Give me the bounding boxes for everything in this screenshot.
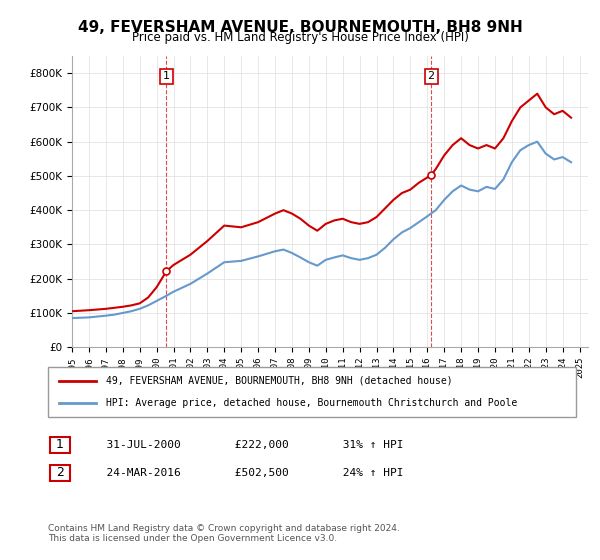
- Text: 2: 2: [428, 71, 435, 81]
- Text: HPI: Average price, detached house, Bournemouth Christchurch and Poole: HPI: Average price, detached house, Bour…: [106, 398, 517, 408]
- Text: 1: 1: [56, 438, 64, 451]
- FancyBboxPatch shape: [50, 437, 70, 452]
- Text: Price paid vs. HM Land Registry's House Price Index (HPI): Price paid vs. HM Land Registry's House …: [131, 31, 469, 44]
- Text: 49, FEVERSHAM AVENUE, BOURNEMOUTH, BH8 9NH: 49, FEVERSHAM AVENUE, BOURNEMOUTH, BH8 9…: [77, 20, 523, 35]
- Text: 31-JUL-2000        £222,000        31% ↑ HPI: 31-JUL-2000 £222,000 31% ↑ HPI: [93, 440, 404, 450]
- FancyBboxPatch shape: [48, 367, 576, 417]
- Text: 49, FEVERSHAM AVENUE, BOURNEMOUTH, BH8 9NH (detached house): 49, FEVERSHAM AVENUE, BOURNEMOUTH, BH8 9…: [106, 376, 453, 386]
- Text: 1: 1: [163, 71, 170, 81]
- FancyBboxPatch shape: [50, 465, 70, 480]
- Text: 2: 2: [56, 466, 64, 479]
- Text: Contains HM Land Registry data © Crown copyright and database right 2024.
This d: Contains HM Land Registry data © Crown c…: [48, 524, 400, 543]
- Text: 24-MAR-2016        £502,500        24% ↑ HPI: 24-MAR-2016 £502,500 24% ↑ HPI: [93, 468, 404, 478]
